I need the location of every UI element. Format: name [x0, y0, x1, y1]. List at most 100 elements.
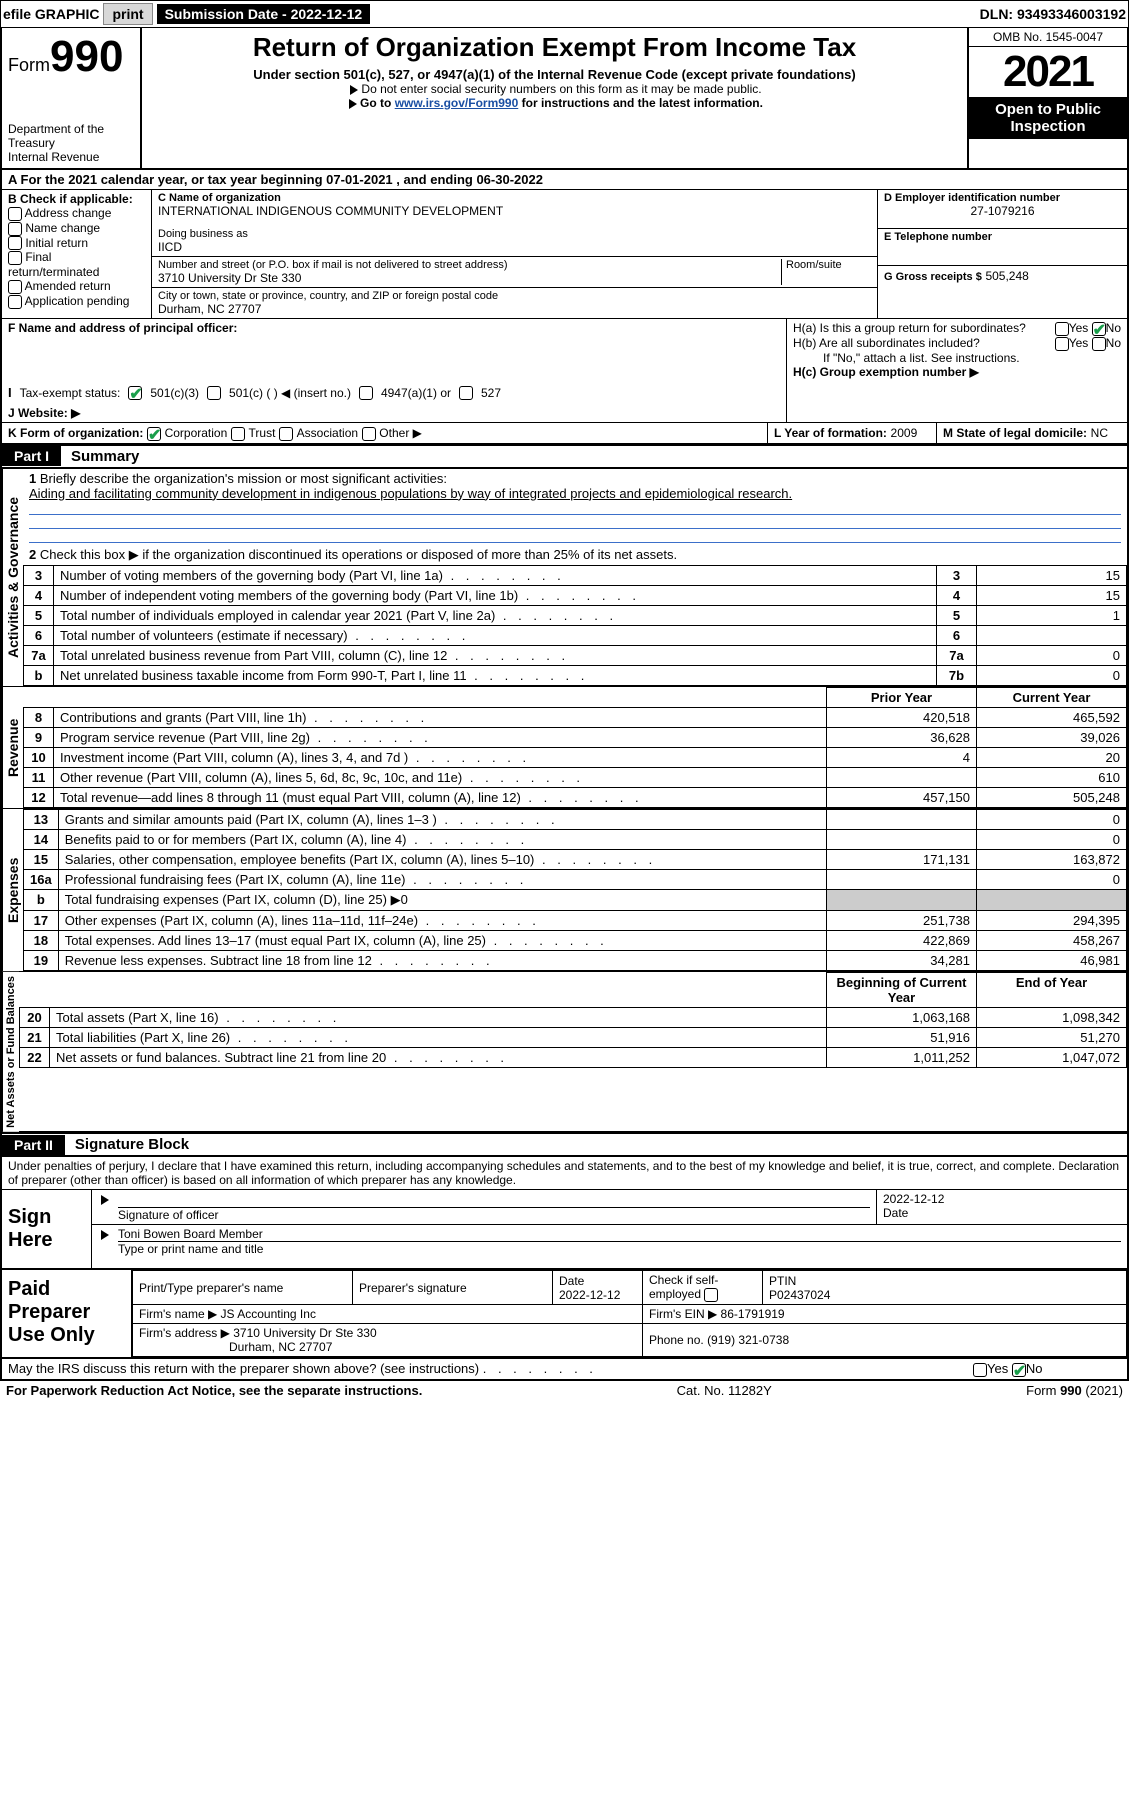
line-label: Total liabilities (Part X, line 26): [50, 1027, 827, 1047]
j-label: Website: ▶: [18, 406, 80, 420]
curr-val: 1,098,342: [977, 1007, 1127, 1027]
line-num: 19: [24, 950, 59, 970]
checkbox-initial[interactable]: [8, 236, 22, 250]
curr-val: 1,047,072: [977, 1047, 1127, 1067]
year-text-pre: For the 2021 calendar year, or tax year …: [21, 172, 327, 187]
prior-val: 1,011,252: [827, 1047, 977, 1067]
checkbox-assoc[interactable]: [279, 427, 293, 441]
year-begin: 07-01-2021: [326, 172, 393, 187]
checkbox-amended[interactable]: [8, 280, 22, 294]
line-label: Other expenses (Part IX, column (A), lin…: [58, 910, 826, 930]
preparer-block: Paid Preparer Use Only Print/Type prepar…: [0, 1270, 1129, 1359]
line-num: 16a: [24, 869, 59, 889]
submission-date: Submission Date - 2022-12-12: [157, 4, 371, 24]
line-label: Program service revenue (Part VIII, line…: [54, 727, 827, 747]
prior-val: [827, 829, 977, 849]
line-label: Net unrelated business taxable income fr…: [54, 665, 937, 685]
line-val: 0: [977, 665, 1127, 685]
line-val: 0: [977, 645, 1127, 665]
checkbox-hb-yes[interactable]: [1055, 337, 1069, 351]
curr-val: 610: [977, 767, 1127, 787]
line-num: b: [24, 889, 59, 910]
q1-ans: Aiding and facilitating community develo…: [29, 486, 792, 501]
q1: Briefly describe the organization's miss…: [40, 471, 447, 486]
declaration: Under penalties of perjury, I declare th…: [0, 1157, 1129, 1189]
year-block: OMB No. 1545-0047 2021 Open to Public In…: [967, 28, 1127, 168]
checkbox-527[interactable]: [459, 386, 473, 400]
irs-link[interactable]: www.irs.gov/Form990: [395, 96, 519, 110]
section-gov: Activities & Governance 1 Briefly descri…: [0, 469, 1129, 686]
checkbox-discuss-yes[interactable]: [973, 1363, 987, 1377]
checkbox-address[interactable]: [8, 207, 22, 221]
sig-label: Signature of officer: [118, 1208, 219, 1222]
checkbox-name[interactable]: [8, 222, 22, 236]
firm-phone: (919) 321-0738: [707, 1333, 789, 1347]
e-label: E Telephone number: [884, 231, 1121, 243]
col-header: Prior Year: [827, 687, 977, 707]
fh-row: F Name and address of principal officer:…: [0, 319, 1129, 423]
checkbox-trust[interactable]: [231, 427, 245, 441]
print-button[interactable]: print: [103, 3, 152, 25]
line-label: Total unrelated business revenue from Pa…: [54, 645, 937, 665]
prior-val: [827, 809, 977, 829]
checkbox-501c[interactable]: [207, 386, 221, 400]
prior-val: 422,869: [827, 930, 977, 950]
line-label: Total number of volunteers (estimate if …: [54, 625, 937, 645]
curr-val: 0: [977, 809, 1127, 829]
form-prefix: Form: [8, 55, 50, 75]
box-c: C Name of organization INTERNATIONAL IND…: [152, 190, 877, 318]
prior-val: 4: [827, 747, 977, 767]
checkbox-4947[interactable]: [359, 386, 373, 400]
form-title: Return of Organization Exempt From Incom…: [148, 32, 961, 63]
checkbox-ha-no[interactable]: [1092, 322, 1106, 336]
prior-val: 34,281: [827, 950, 977, 970]
checkbox-other[interactable]: [362, 427, 376, 441]
m-label: M State of legal domicile:: [943, 426, 1087, 440]
line-num: 4: [24, 585, 54, 605]
line-num: 5: [24, 605, 54, 625]
checkbox-pending[interactable]: [8, 295, 22, 309]
box-h: H(a) Is this a group return for subordin…: [787, 319, 1127, 422]
form-header: Form990 Department of the Treasury Inter…: [0, 28, 1129, 170]
checkbox-ha-yes[interactable]: [1055, 322, 1069, 336]
discuss-label: May the IRS discuss this return with the…: [8, 1361, 479, 1376]
col-header: End of Year: [977, 972, 1127, 1007]
checkbox-final[interactable]: [8, 251, 22, 265]
checkbox-501c3[interactable]: [128, 386, 142, 400]
street-label: Number and street (or P.O. box if mail i…: [158, 259, 781, 271]
line-label: Other revenue (Part VIII, column (A), li…: [54, 767, 827, 787]
line-label: Contributions and grants (Part VIII, lin…: [54, 707, 827, 727]
prior-val: [827, 889, 977, 910]
checkbox-hb-no[interactable]: [1092, 337, 1106, 351]
part-i-header: Part I Summary: [0, 445, 1129, 469]
part-ii-title: Signature Block: [65, 1134, 199, 1155]
prior-val: 51,916: [827, 1027, 977, 1047]
checkbox-self-emp[interactable]: [704, 1288, 718, 1302]
firm-addr2: Durham, NC 27707: [139, 1340, 332, 1354]
line-num: 17: [24, 910, 59, 930]
section-rev: Revenue Prior Year Current Year8 Contrib…: [0, 686, 1129, 808]
year-end: 06-30-2022: [476, 172, 543, 187]
curr-val: 0: [977, 829, 1127, 849]
line-num: 12: [24, 787, 54, 807]
line-num: 18: [24, 930, 59, 950]
box-deg: D Employer identification number 27-1079…: [877, 190, 1127, 318]
form-title-block: Return of Organization Exempt From Incom…: [142, 28, 967, 168]
q2: Check this box ▶ if the organization dis…: [40, 547, 677, 562]
klm-row: K Form of organization: Corporation Trus…: [0, 423, 1129, 445]
d-label: D Employer identification number: [884, 192, 1121, 204]
discuss-row: May the IRS discuss this return with the…: [0, 1359, 1129, 1380]
dln: DLN: 93493346003192: [980, 6, 1126, 22]
curr-val: 458,267: [977, 930, 1127, 950]
line-label: Total revenue—add lines 8 through 11 (mu…: [54, 787, 827, 807]
checkbox-corp[interactable]: [147, 427, 161, 441]
line-num: 6: [24, 625, 54, 645]
line-num: 11: [24, 767, 54, 787]
footer-left: For Paperwork Reduction Act Notice, see …: [6, 1383, 422, 1398]
line-num: 22: [20, 1047, 50, 1067]
line-label: Benefits paid to or for members (Part IX…: [58, 829, 826, 849]
line-a: A For the 2021 calendar year, or tax yea…: [0, 170, 1129, 190]
line-label: Number of independent voting members of …: [54, 585, 937, 605]
checkbox-discuss-no[interactable]: [1012, 1363, 1026, 1377]
line-num: 14: [24, 829, 59, 849]
